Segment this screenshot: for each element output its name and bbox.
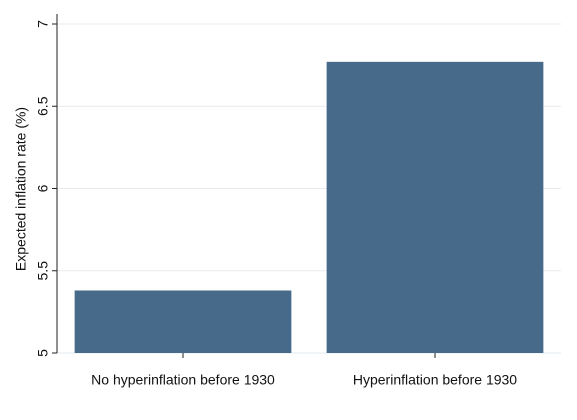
y-tick-label: 6 [35, 184, 51, 192]
y-axis-label: Expected inflation rate (%) [13, 107, 29, 271]
bar [74, 290, 292, 353]
bar [326, 61, 544, 354]
y-tick-label: 5.5 [35, 261, 51, 281]
y-tick-label: 6.5 [35, 96, 51, 116]
x-tick-label: No hyperinflation before 1930 [91, 372, 275, 388]
x-tick-label: Hyperinflation before 1930 [353, 372, 517, 388]
y-tick-label: 7 [35, 20, 51, 28]
y-tick-label: 5 [35, 349, 51, 357]
